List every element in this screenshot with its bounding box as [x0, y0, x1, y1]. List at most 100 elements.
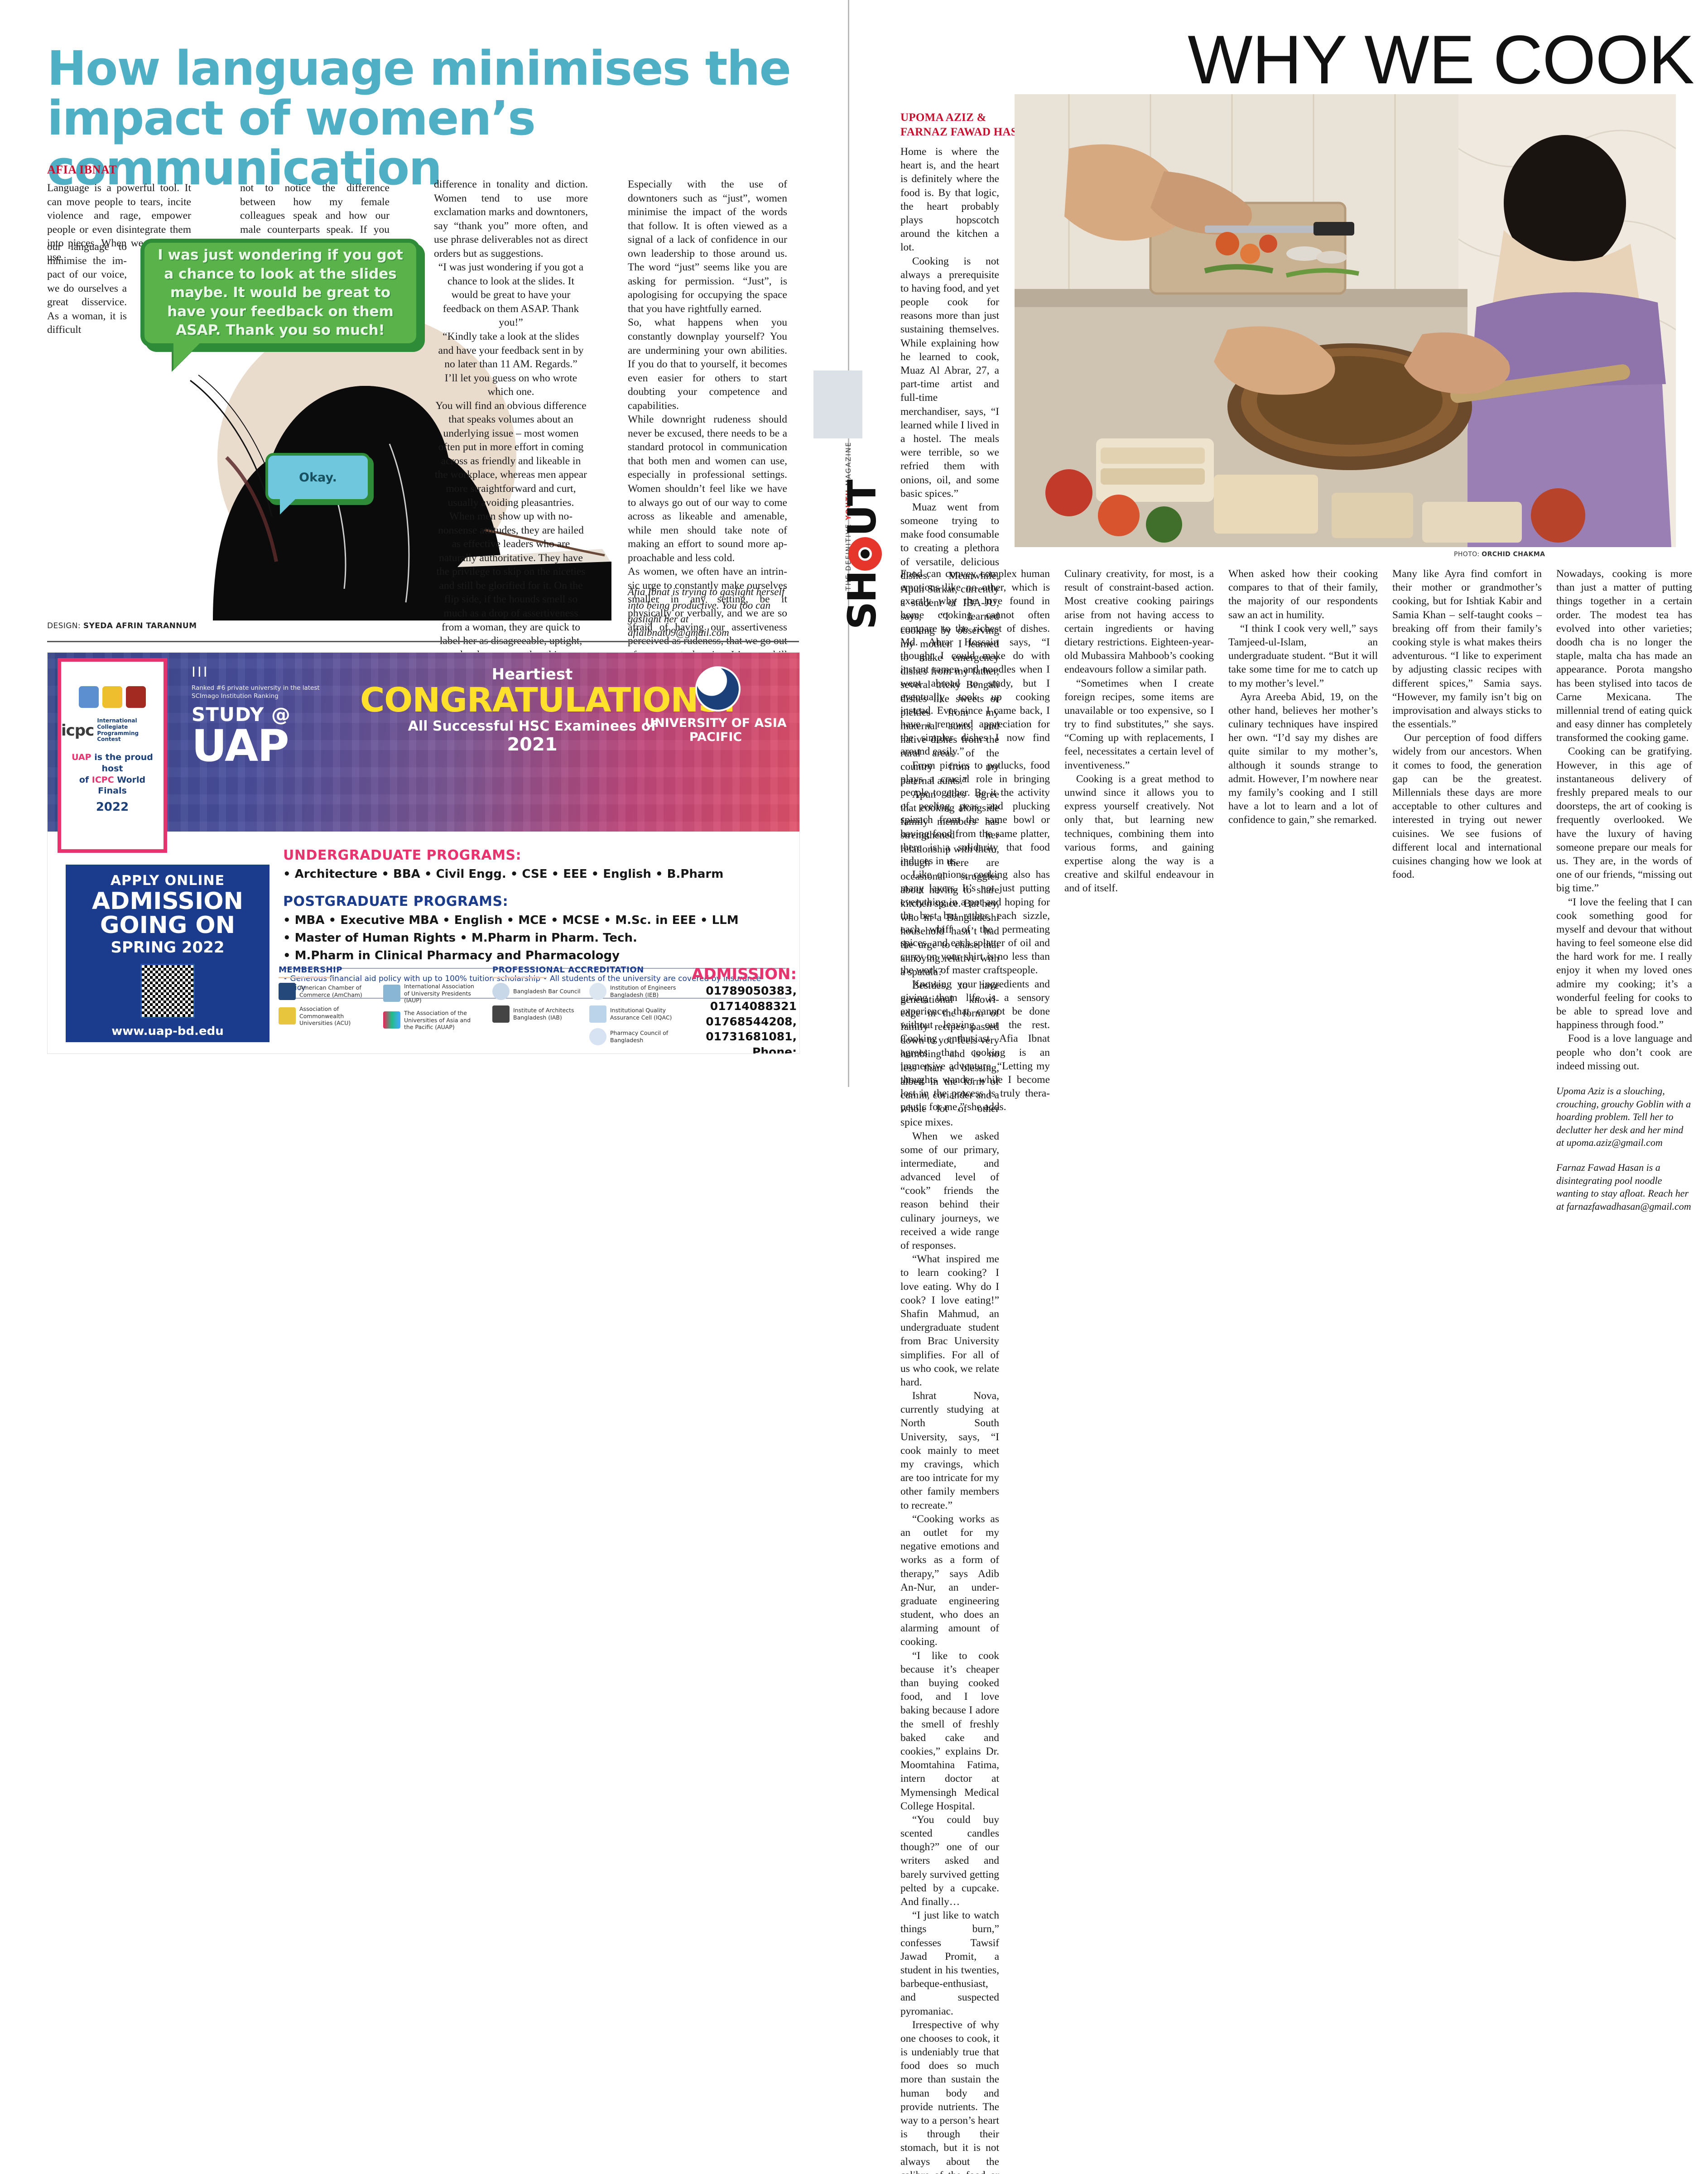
- ad-undergraduate-heading: UNDERGRADUATE PROGRAMS:: [283, 847, 522, 863]
- ad-admission-contact: ADMISSION: 01789050383, 01714088321 0176…: [692, 965, 797, 1053]
- right-page: WHY WE COOK UPOMA AZIZ & FARNAZ FAWAD HA…: [852, 0, 1708, 2174]
- bar-council-logo-icon: [492, 983, 510, 1000]
- design-credit: DESIGN: SYEDA AFRIN TARANNUM: [47, 621, 197, 630]
- membership-item: Association of Commonwealth Universities…: [279, 1005, 376, 1027]
- left-column-4: Especially with the use of downtoners su…: [628, 178, 787, 731]
- shout-burst-o-icon: [848, 537, 882, 571]
- ad-programs-block: UNDERGRADUATE PROGRAMS: • Architecture •…: [283, 847, 786, 1004]
- ad-admission-term: SPRING 2022: [111, 938, 225, 957]
- bubble-green-text: I was just wondering if you got a chance…: [158, 247, 403, 339]
- ad-hero-band: [48, 653, 799, 832]
- accreditation-label: Pharmacy Council of Bangladesh: [610, 1029, 669, 1044]
- left-col4-para-2: So, what happens when you constantly dow…: [628, 317, 787, 412]
- right-author-note-1: Upoma Aziz is a slouching, crouching, gr…: [1556, 1085, 1691, 1149]
- right-column-1: Food can convey complex human emotions l…: [900, 567, 1050, 1114]
- accreditation-item: Pharmacy Council of Bangladesh: [589, 1028, 680, 1045]
- left-headline: How language minimises the impact of wom…: [47, 41, 791, 196]
- right-para-19: Cooking is a great method to unwind sinc…: [1064, 773, 1214, 895]
- shout-word-ut: UT: [840, 481, 885, 537]
- iaup-logo-icon: [383, 985, 400, 1002]
- bank-building-icon: III: [192, 664, 209, 680]
- accreditation-item: Institute of Architects Bangladesh (IAB): [492, 1005, 583, 1023]
- uap-advertisement[interactable]: icpc International Collegiate Programmin…: [47, 652, 800, 1054]
- speech-bubble-long-message: I was just wondering if you got a chance…: [140, 239, 420, 370]
- bubble-blue-text: Okay.: [299, 470, 337, 485]
- left-col3-para-4: When men show up with no-nonsense atti­t…: [436, 510, 586, 660]
- icpc-tile-yellow-icon: [102, 686, 122, 708]
- right-para-28: Food is a love language and people who d…: [1556, 1033, 1692, 1072]
- left-col3-quote-1: “I was just wondering if you got a chanc…: [438, 261, 584, 329]
- magazine-spread: How language minimises the impact of wom…: [0, 0, 1708, 1087]
- icpc-host-card: icpc International Collegiate Programmin…: [58, 658, 167, 853]
- ad-apply-panel[interactable]: APPLY ONLINE ADMISSION GOING ON SPRING 2…: [66, 865, 269, 1042]
- right-column-2: Culinary creativity, for most, is a resu…: [1064, 567, 1214, 895]
- ad-undergraduate-programs: • Architecture • BBA • Civil Engg. • CSE…: [283, 867, 724, 881]
- ad-study-at-uap: STUDY @ UAP: [192, 703, 291, 768]
- right-para-6: “What inspired me to learn cooking? I lo…: [900, 1253, 999, 1388]
- section-divider-rule: [47, 641, 799, 642]
- left-col3-para-1: difference in tonality and diction. Wome…: [434, 178, 588, 260]
- icpc-tag-b: is the proud host: [91, 752, 153, 774]
- ad-postgraduate-line-3: • M.Pharm in Clinical Pharmacy and Pharm…: [283, 949, 620, 962]
- accreditation-item: Bangladesh Bar Council: [492, 983, 583, 1000]
- photo-credit: PHOTO: ORCHID CHAKMA: [1454, 551, 1545, 558]
- right-column-4: Many like Ayra find comfort in their mot…: [1392, 567, 1542, 881]
- right-intro-para: Home is where the heart is, and the hear…: [900, 146, 999, 254]
- ad-university-name: UNIVERSITY OF ASIA PACIFIC: [645, 716, 787, 745]
- ad-postgraduate-line-1: • MBA • Executive MBA • English • MCE • …: [283, 914, 739, 927]
- right-para-10: “You could buy scented candles though?” …: [900, 1813, 999, 1908]
- amcham-logo-icon: [279, 983, 296, 1000]
- ad-accreditation-col: PROFESSIONAL ACCREDITATION Bangladesh Ba…: [492, 965, 680, 1053]
- ad-divider-rule-2: [283, 998, 786, 999]
- right-para-11: “I just like to watch things burn,” conf…: [900, 1909, 999, 2017]
- ad-congratulations: CONGRATULATIONS!: [360, 681, 737, 720]
- right-para-7: Ishrat Nova, currently studying at North…: [900, 1390, 999, 1511]
- accreditation-label: Institution of Engineers Bangladesh (IEB…: [610, 984, 676, 998]
- ad-postgraduate-line-2: • Master of Human Rights • M.Pharm in Ph…: [283, 931, 637, 945]
- right-column-3: When asked how their cooking compares to…: [1228, 567, 1378, 827]
- ad-website[interactable]: www.uap-bd.edu: [111, 1024, 224, 1039]
- right-para-3: Apun does agree that cooking along­side …: [900, 788, 999, 978]
- accreditation-label: Institute of Architects Bangladesh (IAB): [513, 1007, 574, 1021]
- shout-masthead: THE DEFINITIVE YOUTH MAGAZINE SHUT: [811, 442, 885, 634]
- ad-successful-examinees: All Successful HSC Examinees of: [408, 718, 657, 735]
- right-para-8: “Cooking works as an outlet for my negat…: [900, 1513, 999, 1648]
- accreditation-label: Institutional Quality Assurance Cell (IQ…: [610, 1007, 672, 1021]
- right-para-5: When we asked some of our prima­ry, inte…: [900, 1130, 999, 1252]
- left-col3-quote-2: “Kindly take a look at the slides and ha…: [438, 331, 584, 370]
- left-column-1-top: Language is a powerful tool. It can move…: [47, 182, 191, 263]
- ad-study-label: STUDY @: [192, 703, 291, 726]
- ieb-logo-icon: [589, 983, 606, 1000]
- right-para-17: Culinary creativity, for most, is a resu…: [1064, 568, 1214, 676]
- design-credit-name: SYEDA AFRIN TARANNUM: [83, 621, 197, 630]
- ad-membership-title: MEMBERSHIP: [279, 965, 342, 975]
- right-para-18: “Sometimes when I create foreign rec­ipe…: [1064, 677, 1214, 771]
- icpc-tile-blue-icon: [79, 686, 99, 708]
- ad-admission-numbers-1: 01789050383, 01714088321: [706, 984, 797, 1013]
- acu-logo-icon: [279, 1007, 296, 1025]
- icpc-tag-e: World Finals: [98, 774, 146, 796]
- ad-membership-col: MEMBERSHIP American Chamber of Commerce …: [279, 965, 481, 1053]
- right-para-25: Nowadays, cooking is more than just a ma…: [1556, 568, 1692, 744]
- pharmacy-council-logo-icon: [589, 1028, 606, 1045]
- qr-code-icon[interactable]: [140, 964, 195, 1019]
- auap-logo-icon: [383, 1011, 400, 1029]
- bubble-tail-icon: [280, 499, 295, 515]
- left-page: How language minimises the impact of wom…: [0, 0, 848, 1087]
- icpc-host-tagline: UAP is the proud host of ICPC World Fina…: [61, 752, 164, 797]
- bubble-tail-icon: [173, 343, 200, 370]
- right-para-20: When asked how their cooking compares to…: [1228, 568, 1378, 621]
- left-col4-para-1: Especially with the use of downtoners su…: [628, 178, 787, 315]
- right-column-intro: Home is where the heart is, and the hear…: [900, 145, 999, 2174]
- ad-ranking-text: Ranked #6 private university in the late…: [192, 684, 320, 700]
- page-gutter-divider: [848, 0, 849, 1087]
- membership-item: International Association of University …: [383, 983, 481, 1004]
- right-para-1: Cooking is not always a prerequisite to …: [900, 255, 999, 500]
- right-para-26: Cooking can be gratifying. However, in t…: [1556, 746, 1692, 895]
- ad-heartiest-label: Heartiest: [491, 665, 573, 683]
- membership-label: The Association of the Universities of A…: [404, 1009, 471, 1031]
- ad-congrats-block: Heartiest CONGRATULATIONS! All Successfu…: [360, 665, 737, 755]
- left-column-3: difference in tonality and diction. Wome…: [434, 178, 588, 662]
- right-para-12: Irrespective of why one chooses to cook,…: [900, 2019, 999, 2174]
- ad-footer-block: MEMBERSHIP American Chamber of Commerce …: [66, 965, 797, 1053]
